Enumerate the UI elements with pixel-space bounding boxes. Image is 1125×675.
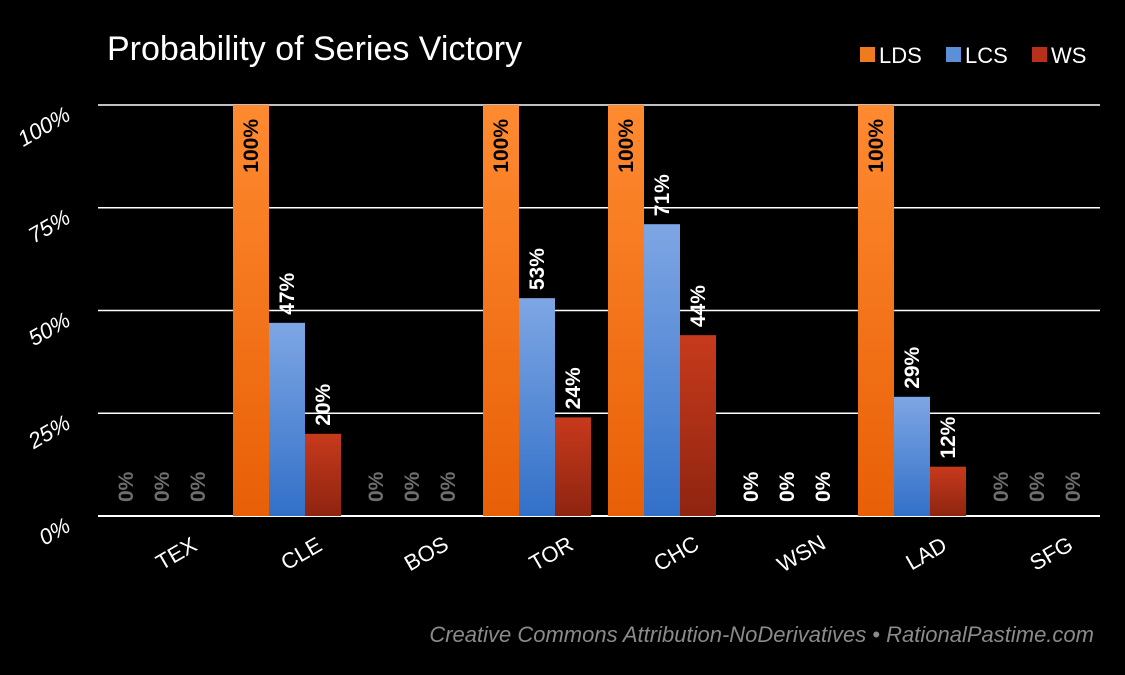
legend-swatch-lcs xyxy=(946,47,961,62)
data-label-tex-lcs: 0% xyxy=(151,471,174,502)
y-tick-label: 75% xyxy=(24,204,75,248)
data-label-sfg-lcs: 0% xyxy=(1026,471,1049,502)
x-category-label: CHC xyxy=(649,531,703,577)
data-label-bos-lds: 0% xyxy=(365,471,388,502)
data-label-bos-ws: 0% xyxy=(437,471,460,502)
data-label-lad-lds: 100% xyxy=(865,119,888,173)
legend: LDS LCS WS xyxy=(860,43,1086,68)
data-label-tor-lcs: 53% xyxy=(526,248,549,290)
x-category-label: SFG xyxy=(1025,531,1077,575)
data-label-chc-lcs: 71% xyxy=(651,174,674,216)
legend-swatch-lds xyxy=(860,47,875,62)
attribution-footer: Creative Commons Attribution-NoDerivativ… xyxy=(429,622,1094,647)
data-label-tex-lds: 0% xyxy=(115,471,138,502)
x-category-label: WSN xyxy=(773,530,830,577)
data-labels: 0% 0% 0% 100% 47% 20% 0% 0% 0% 100% 53% 24% 100% 71% 4… xyxy=(115,119,1085,502)
data-label-chc-ws: 44% xyxy=(687,285,710,327)
legend-label-lds: LDS xyxy=(879,43,922,68)
y-axis-ticks: 0% 25% 50% 75% 100% xyxy=(13,102,74,551)
data-label-sfg-ws: 0% xyxy=(1062,471,1085,502)
x-category-label: CLE xyxy=(276,532,326,575)
bar-tor-lcs xyxy=(519,298,555,516)
bar-chc-lcs xyxy=(644,224,680,516)
data-label-cle-lds: 100% xyxy=(240,119,263,173)
bar-cle-lcs xyxy=(269,322,305,516)
y-tick-label: 0% xyxy=(34,513,74,551)
x-category-label: BOS xyxy=(400,531,453,576)
legend-label-ws: WS xyxy=(1051,43,1086,68)
data-label-lad-lcs: 29% xyxy=(901,346,924,388)
data-label-chc-lds: 100% xyxy=(615,119,638,173)
x-axis-categories: TEX CLE BOS TOR CHC WSN LAD SFG xyxy=(151,530,1077,577)
data-label-bos-lcs: 0% xyxy=(401,471,424,502)
y-tick-label: 25% xyxy=(23,410,75,454)
bar-tor-ws xyxy=(555,417,591,516)
bars xyxy=(233,105,966,516)
data-label-tor-lds: 100% xyxy=(490,119,513,173)
bar-lad-lds xyxy=(858,105,894,516)
x-category-label: TEX xyxy=(151,532,201,575)
data-label-lad-ws: 12% xyxy=(937,416,960,458)
data-label-cle-lcs: 47% xyxy=(276,272,299,314)
data-label-tor-ws: 24% xyxy=(562,367,585,409)
bar-tor-lds xyxy=(483,105,519,516)
bar-chc-ws xyxy=(680,335,716,516)
data-label-wsn-ws: 0% xyxy=(812,471,835,502)
legend-swatch-ws xyxy=(1032,47,1047,62)
legend-label-lcs: LCS xyxy=(965,43,1008,68)
data-label-wsn-lds: 0% xyxy=(740,471,763,502)
x-category-label: TOR xyxy=(525,531,577,576)
bar-lad-lcs xyxy=(894,396,930,516)
data-label-wsn-lcs: 0% xyxy=(776,471,799,502)
data-label-tex-ws: 0% xyxy=(187,471,210,502)
bar-cle-ws xyxy=(305,433,341,516)
bar-cle-lds xyxy=(233,105,269,516)
x-category-label: LAD xyxy=(901,532,951,575)
bar-chc-lds xyxy=(608,105,644,516)
data-label-cle-ws: 20% xyxy=(312,383,335,425)
data-label-sfg-lds: 0% xyxy=(990,471,1013,502)
chart-title: Probability of Series Victory xyxy=(107,30,522,68)
y-tick-label: 50% xyxy=(24,307,75,351)
bar-lad-ws xyxy=(930,466,966,516)
y-tick-label: 100% xyxy=(13,102,74,152)
